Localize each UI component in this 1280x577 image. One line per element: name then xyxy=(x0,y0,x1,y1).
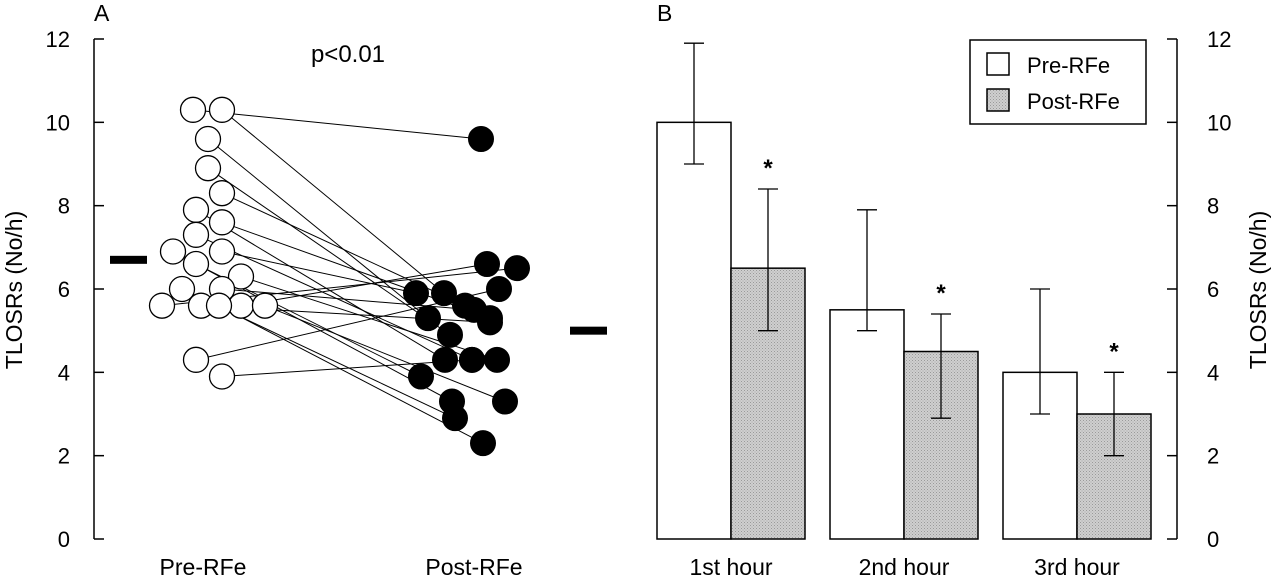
pre-point xyxy=(182,250,210,278)
bar-pre xyxy=(829,309,905,540)
pre-point xyxy=(251,292,279,319)
panel-b-category-label: 3rd hour xyxy=(1034,554,1120,577)
post-point xyxy=(408,363,434,390)
pre-point xyxy=(208,238,236,265)
panel-a-category-labels: Pre-RFe Post-RFe xyxy=(160,554,523,577)
post-point xyxy=(504,255,530,282)
pair-line xyxy=(221,109,445,294)
panel-a-pre-points xyxy=(148,96,279,390)
post-point xyxy=(437,321,463,348)
panel-b-label: B xyxy=(657,0,672,26)
post-point xyxy=(486,276,512,302)
panel-b-y-tick-label: 8 xyxy=(1207,194,1219,219)
panel-a-y-tick-label: 6 xyxy=(58,277,70,302)
panel-b-chart: B TLOSRs (No/h) 0 2 4 6 8 10 12 * * * 1st hour 2n… xyxy=(656,0,1271,577)
post-point xyxy=(468,126,494,152)
pair-line xyxy=(240,263,488,307)
post-point xyxy=(477,309,503,336)
legend: Pre-RFe Post-RFe xyxy=(969,39,1147,125)
pair-line xyxy=(221,359,473,377)
panel-a-y-axis-title: TLOSRs (No/h) xyxy=(1,211,27,369)
pre-point xyxy=(205,292,233,319)
pre-point xyxy=(227,263,255,290)
legend-label-post: Post-RFe xyxy=(1027,89,1120,114)
post-point xyxy=(431,280,457,307)
panel-b-y-tick-label: 0 xyxy=(1207,527,1219,552)
panel-a-y-tick-label: 10 xyxy=(46,110,70,135)
legend-swatch-post xyxy=(986,88,1010,112)
post-point xyxy=(484,346,510,373)
panel-b-y-axis-title: TLOSRs (No/h) xyxy=(1245,211,1271,369)
significance-star: * xyxy=(1109,338,1119,365)
pre-point xyxy=(182,346,210,373)
pre-point xyxy=(182,196,210,223)
pair-line xyxy=(195,209,446,361)
panel-b-y-tick-label: 2 xyxy=(1207,444,1219,469)
panel-a-chart: A TLOSRs (No/h) p<0.01 0 2 4 6 8 10 12 Pre-RFe… xyxy=(1,0,607,577)
post-point xyxy=(492,388,518,415)
pre-point xyxy=(194,155,222,182)
panel-a-category-label: Post-RFe xyxy=(425,554,522,577)
post-point xyxy=(474,251,500,277)
pre-point xyxy=(179,96,207,123)
panel-a-mean-markers xyxy=(110,255,607,335)
legend-swatch-pre xyxy=(986,52,1010,76)
panel-b-y-tick-label: 6 xyxy=(1207,277,1219,302)
pair-line xyxy=(207,167,451,336)
pair-line xyxy=(264,305,506,402)
pre-point xyxy=(182,221,210,248)
panel-a-category-label: Pre-RFe xyxy=(160,554,247,577)
panel-b-y-tick-label: 12 xyxy=(1207,27,1231,52)
p-value-annotation: p<0.01 xyxy=(311,41,385,68)
pre-point xyxy=(168,275,196,303)
legend-label-pre: Pre-RFe xyxy=(1027,53,1110,78)
panel-b-category-labels: 1st hour 2nd hour 3rd hour xyxy=(689,554,1120,577)
panel-a-y-axis: 0 2 4 6 8 10 12 xyxy=(46,27,104,552)
pre-point xyxy=(208,180,236,207)
pre-mean-marker xyxy=(110,255,147,264)
panel-a-pair-lines xyxy=(161,109,518,444)
pair-line xyxy=(207,138,429,319)
post-point xyxy=(415,305,441,332)
pre-point xyxy=(227,292,255,319)
pair-line xyxy=(218,305,484,444)
post-point xyxy=(432,346,458,373)
pre-point xyxy=(159,238,187,265)
panel-a-y-tick-label: 4 xyxy=(58,360,70,385)
panel-a-y-tick-label: 2 xyxy=(58,444,70,469)
bar-pre xyxy=(656,121,732,540)
panel-a-y-tick-label: 12 xyxy=(46,27,70,52)
pre-point xyxy=(194,125,222,153)
panel-b-category-label: 2nd hour xyxy=(859,554,950,577)
panel-b-error-bars: * * * xyxy=(684,42,1124,457)
panel-b-y-axis: 0 2 4 6 8 10 12 xyxy=(1167,27,1231,552)
significance-star: * xyxy=(936,280,946,307)
panel-b-y-tick-label: 10 xyxy=(1207,110,1231,135)
post-point xyxy=(403,280,429,307)
panel-b-category-label: 1st hour xyxy=(689,554,772,577)
panel-a-y-tick-label: 0 xyxy=(58,527,70,552)
panel-a-y-tick-label: 8 xyxy=(58,194,70,219)
panel-b-bars xyxy=(656,121,1152,540)
post-point xyxy=(470,430,496,457)
significance-star: * xyxy=(763,155,773,182)
panel-a-post-points xyxy=(403,126,530,457)
pair-line xyxy=(221,251,417,294)
panel-a-label: A xyxy=(94,0,110,26)
post-point xyxy=(459,346,485,373)
post-point xyxy=(442,405,468,432)
panel-b-y-tick-label: 4 xyxy=(1207,360,1219,385)
pre-point xyxy=(208,363,236,390)
pair-line xyxy=(192,109,482,140)
post-mean-marker xyxy=(570,326,607,335)
pre-point xyxy=(208,209,236,236)
pre-point xyxy=(148,292,176,319)
pre-point xyxy=(208,96,236,123)
